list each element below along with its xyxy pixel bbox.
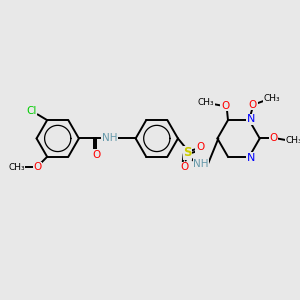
Text: CH₃: CH₃: [197, 98, 214, 107]
Text: O: O: [33, 162, 42, 172]
Text: O: O: [249, 100, 257, 110]
Text: S: S: [183, 146, 192, 159]
Text: NH: NH: [102, 134, 117, 143]
Text: CH₃: CH₃: [8, 163, 25, 172]
Text: N: N: [247, 153, 255, 163]
Text: O: O: [181, 162, 189, 172]
Text: NH: NH: [193, 159, 209, 170]
Text: O: O: [221, 101, 229, 111]
Text: O: O: [92, 150, 100, 160]
Text: CH₃: CH₃: [285, 136, 300, 145]
Text: Cl: Cl: [27, 106, 37, 116]
Text: O: O: [269, 134, 277, 143]
Text: CH₃: CH₃: [264, 94, 280, 103]
Text: O: O: [196, 142, 204, 152]
Text: N: N: [247, 114, 255, 124]
